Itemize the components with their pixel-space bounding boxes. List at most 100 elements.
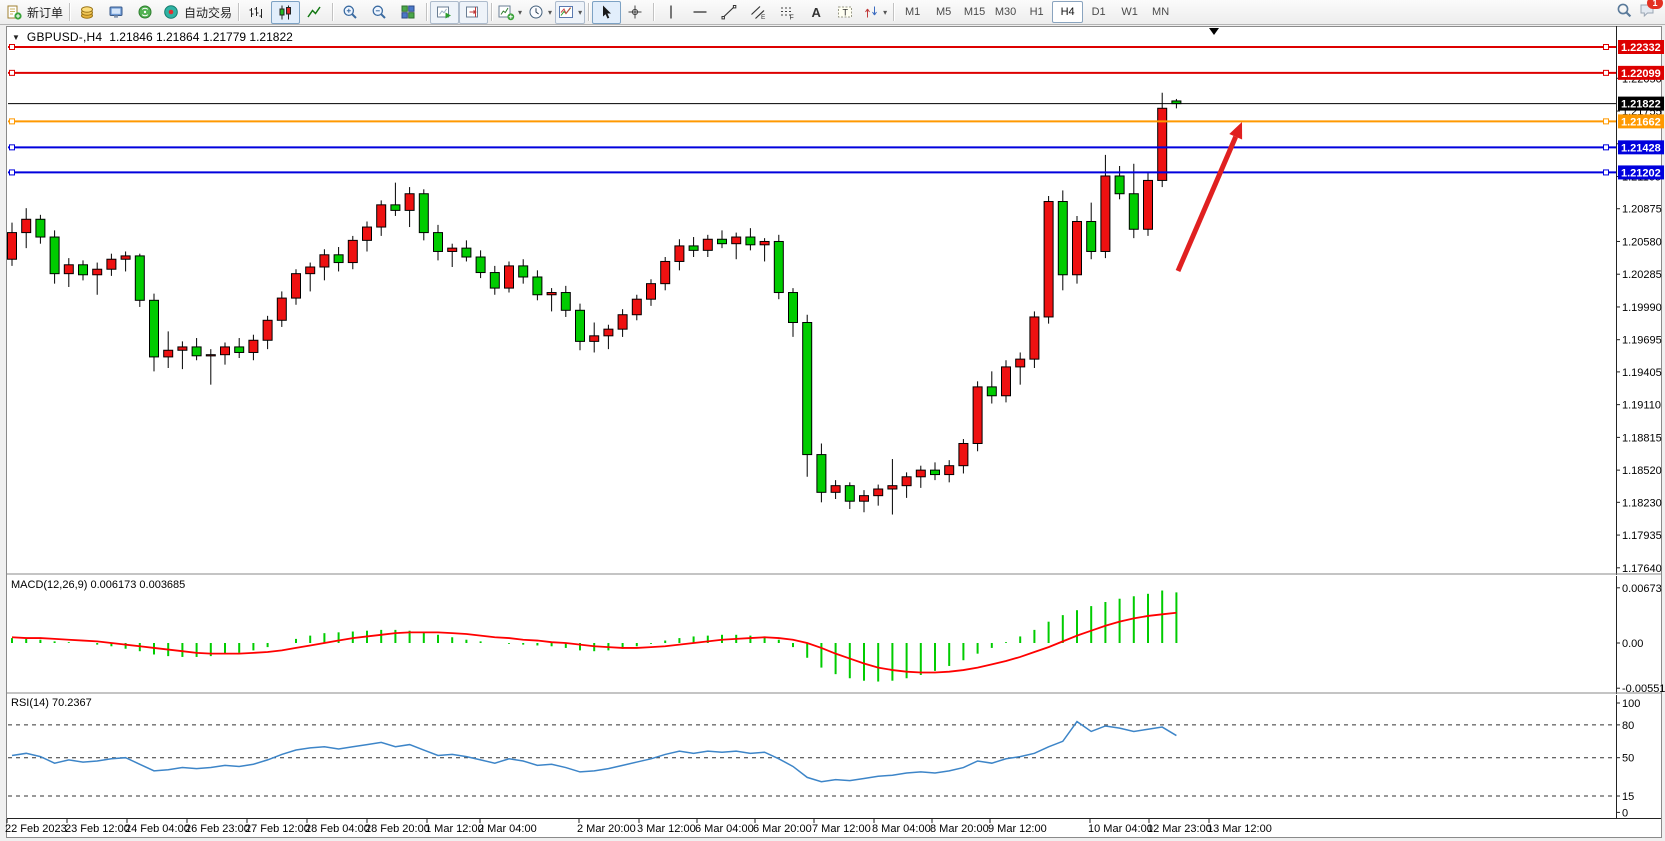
price-tag [1618, 165, 1664, 180]
time-axis-label: 8 Mar 20:00 [930, 823, 989, 835]
candlestick-button[interactable] [271, 0, 301, 24]
candle-down [134, 255, 145, 301]
search-icon[interactable] [1616, 2, 1633, 22]
terminal-button[interactable] [102, 1, 131, 24]
arrows-glyph [865, 6, 877, 17]
crosshair-button[interactable] [621, 1, 650, 24]
line-handle[interactable] [9, 144, 15, 151]
candle-up [873, 488, 884, 497]
templates-button[interactable]: ▾ [555, 0, 586, 24]
tile-glyph [401, 5, 415, 18]
time-axis-label: 28 Feb 04:00 [305, 823, 370, 835]
line-handle[interactable] [9, 69, 15, 76]
line-handle[interactable] [1603, 118, 1609, 125]
candle-down [575, 309, 585, 342]
candle-up [177, 346, 188, 351]
text-label-button[interactable]: T [831, 1, 860, 24]
price-tag-value: 1.22332 [1621, 42, 1661, 54]
candle-up [887, 485, 898, 490]
signals-button[interactable] [131, 1, 160, 24]
candle-down [390, 204, 401, 211]
line-handle[interactable] [9, 169, 15, 176]
candles-glyph [279, 5, 292, 19]
cursor-button[interactable] [592, 0, 622, 24]
zoom-out-button[interactable] [365, 1, 394, 24]
timeframe-m30-button[interactable]: M30 [994, 6, 1017, 18]
price-axis-label: 1.19405 [1622, 367, 1662, 379]
macd-axis-label: -0.005514 [1622, 683, 1665, 695]
candle-down [930, 469, 940, 476]
candle-up [92, 268, 103, 276]
periods-button[interactable]: ▾ [525, 1, 555, 24]
candle-down [234, 346, 245, 353]
candle-down [773, 240, 784, 294]
timeframe-w1-button[interactable]: W1 [1121, 6, 1138, 18]
cursor-glyph [603, 5, 612, 18]
trend-arrow-head[interactable] [1229, 122, 1243, 140]
toolbar-right: 1 [1616, 0, 1663, 22]
timeframe-mn-button[interactable]: MN [1152, 6, 1170, 18]
new-order-button[interactable]: 新订单 [3, 1, 66, 24]
time-axis-label: 9 Mar 12:00 [988, 823, 1047, 835]
hline-glyph [693, 10, 707, 13]
price-axis-label: 1.18230 [1622, 497, 1662, 509]
candle-up [1143, 179, 1153, 230]
fibonacci-button[interactable]: F [773, 1, 802, 24]
tile-windows-button[interactable] [394, 1, 423, 24]
timeframe-m1-button[interactable]: M1 [904, 6, 921, 18]
text-label-glyph: T [838, 6, 853, 17]
indicators-button[interactable]: ▾ [495, 1, 525, 24]
candle-up [1001, 366, 1011, 397]
candle-up [674, 245, 685, 262]
line-handle[interactable] [9, 44, 15, 50]
time-axis-label: 6 Mar 04:00 [695, 823, 754, 835]
price-axis-label: 1.17640 [1622, 563, 1662, 575]
candle-up [589, 335, 600, 342]
price-tag-value: 1.21202 [1621, 167, 1661, 179]
price-axis[interactable] [1616, 26, 1665, 818]
chart-title: ▼ GBPUSD-,H4 1.21846 1.21864 1.21779 1.2… [12, 30, 293, 44]
timeframe-m15-button[interactable]: M15 [963, 6, 986, 18]
time-axis-label: 3 Mar 12:00 [637, 823, 696, 835]
trend-arrow-shaft[interactable] [1175, 135, 1238, 272]
auto-scroll-button[interactable] [430, 0, 460, 24]
candle-up [248, 339, 259, 353]
market-data-button[interactable] [73, 1, 102, 24]
trendline-button[interactable] [715, 1, 744, 24]
dropdown-arrow-icon[interactable]: ▾ [548, 7, 553, 17]
dropdown-arrow-icon[interactable]: ▾ [518, 7, 523, 17]
line-handle[interactable] [1603, 69, 1609, 76]
horizontal-line-button[interactable] [686, 1, 715, 24]
line-handle[interactable] [1603, 44, 1609, 50]
notifications-icon[interactable]: 1 [1639, 0, 1663, 22]
dropdown-arrow-icon[interactable]: ▾ [883, 7, 888, 17]
vertical-line-button[interactable] [657, 1, 686, 24]
rsi-axis-label: 100 [1622, 698, 1640, 710]
chart-shift-button[interactable] [459, 0, 489, 24]
timeframe-toolbar: M1 M5 M15 M30 H1 H4 D1 W1 MN [897, 1, 1176, 23]
candle-down [745, 236, 756, 246]
candle-up [120, 255, 131, 260]
dropdown-arrow-icon[interactable]: ▾ [578, 7, 583, 17]
text-button[interactable]: A [802, 1, 831, 24]
bar-chart-button[interactable] [242, 1, 271, 24]
chart-menu-icon[interactable]: ▼ [12, 32, 20, 42]
arrows-button[interactable]: ▾ [860, 1, 890, 24]
line-handle[interactable] [9, 118, 15, 125]
candle-up [901, 476, 912, 487]
timeframe-d1-button[interactable]: D1 [1091, 6, 1106, 18]
time-axis[interactable] [8, 818, 1616, 838]
candle-down [333, 254, 344, 264]
zoom-in-button[interactable] [336, 1, 365, 24]
line-handle[interactable] [1603, 144, 1609, 151]
line-handle[interactable] [1603, 169, 1609, 176]
candle-up [347, 239, 358, 264]
timeframe-m5-button[interactable]: M5 [935, 6, 952, 18]
candle-up [546, 292, 557, 296]
line-chart-button[interactable] [300, 1, 329, 24]
autotrading-button[interactable]: 自动交易 [160, 1, 235, 24]
candle-up [1029, 316, 1040, 360]
channel-button[interactable]: E [744, 1, 773, 24]
timeframe-h1-button[interactable]: H1 [1029, 6, 1044, 18]
timeframe-h4-button[interactable]: H4 [1052, 1, 1084, 23]
